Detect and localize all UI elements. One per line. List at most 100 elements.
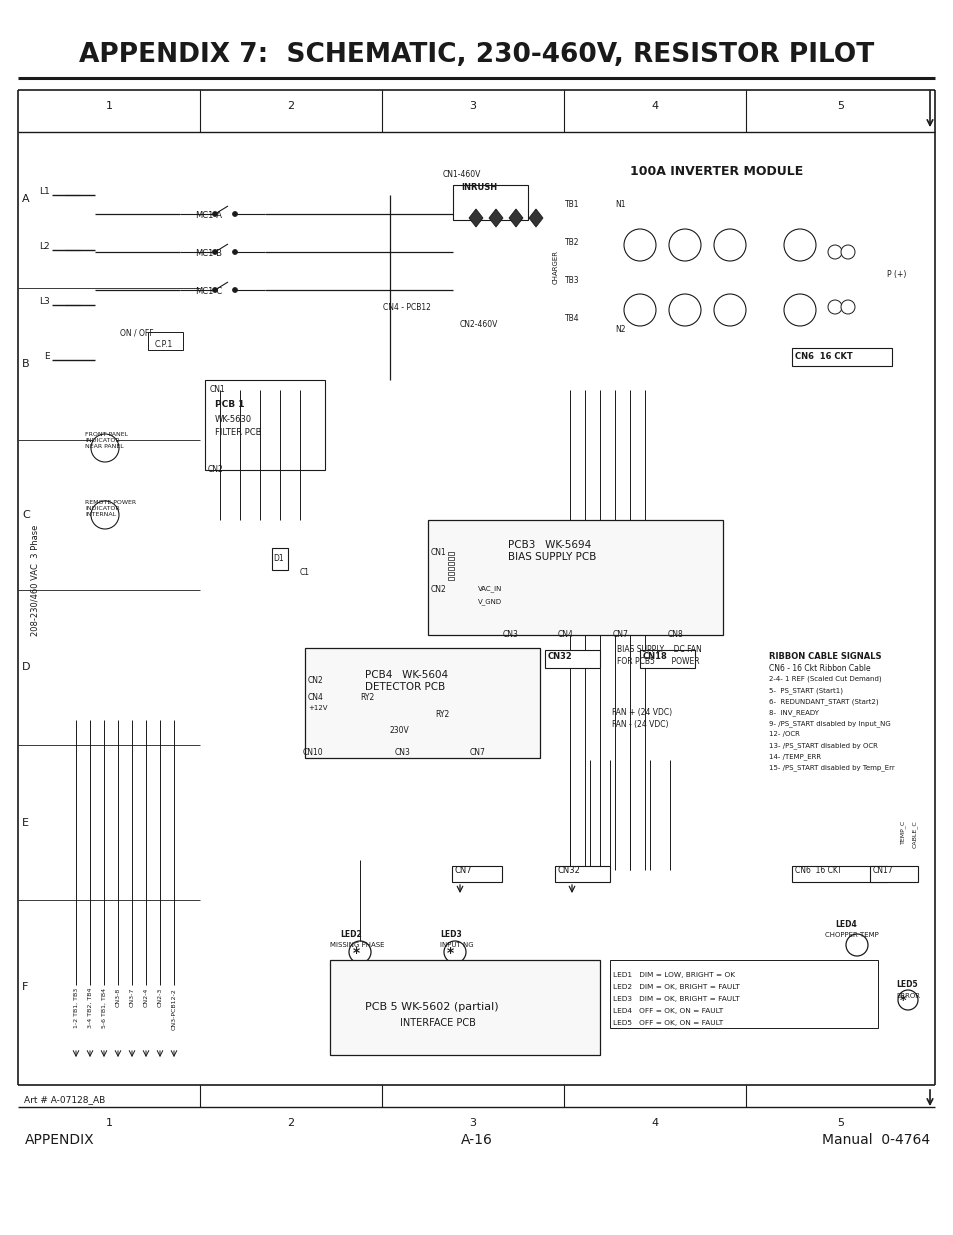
Text: 9- /PS_START disabled by Input_NG: 9- /PS_START disabled by Input_NG — [768, 720, 890, 726]
Text: LED4: LED4 — [834, 920, 856, 929]
Text: B: B — [22, 359, 30, 369]
Text: BIAS SUPPLY    DC FAN: BIAS SUPPLY DC FAN — [617, 645, 701, 655]
Text: PCB3   WK-5694
BIAS SUPPLY PCB: PCB3 WK-5694 BIAS SUPPLY PCB — [507, 540, 596, 562]
Text: 4: 4 — [651, 1118, 658, 1128]
Bar — [448, 567, 454, 571]
Text: INRUSH: INRUSH — [460, 183, 497, 191]
Text: L3: L3 — [39, 296, 50, 306]
Text: CN3-8: CN3-8 — [115, 988, 120, 1008]
Bar — [555, 866, 609, 882]
Circle shape — [827, 300, 841, 314]
Text: CN18: CN18 — [642, 652, 667, 661]
Circle shape — [668, 228, 700, 261]
Text: CN3: CN3 — [502, 630, 518, 638]
Bar — [148, 332, 183, 350]
Bar — [272, 548, 288, 571]
Circle shape — [841, 245, 854, 259]
Text: PCB4   WK-5604
DETECTOR PCB: PCB4 WK-5604 DETECTOR PCB — [365, 671, 448, 692]
Text: FRONT PANEL
INDICATOR
NEAR PANEL: FRONT PANEL INDICATOR NEAR PANEL — [85, 432, 128, 448]
Text: *: * — [447, 946, 454, 960]
Text: CN3: CN3 — [395, 748, 411, 757]
Text: 2: 2 — [287, 101, 294, 111]
Bar — [428, 520, 722, 635]
Text: CN2: CN2 — [431, 585, 446, 594]
Text: REMOTE POWER
INDICATOR
INTERNAL: REMOTE POWER INDICATOR INTERNAL — [85, 500, 136, 516]
Text: CN32: CN32 — [547, 652, 572, 661]
Text: PCB 1: PCB 1 — [214, 400, 244, 409]
Text: C: C — [22, 510, 30, 520]
Circle shape — [668, 294, 700, 326]
Text: CN32: CN32 — [558, 866, 580, 876]
Text: 1-2 TB1, TB3: 1-2 TB1, TB3 — [73, 988, 78, 1029]
Bar — [18, 90, 934, 132]
Text: CN2: CN2 — [208, 466, 224, 474]
Text: 2-4- 1 REF (Scaled Cut Demand): 2-4- 1 REF (Scaled Cut Demand) — [768, 676, 881, 683]
Text: P (+): P (+) — [886, 270, 905, 279]
Text: 3-4 TB2, TB4: 3-4 TB2, TB4 — [88, 988, 92, 1029]
Circle shape — [841, 300, 854, 314]
Circle shape — [349, 941, 371, 963]
Bar — [452, 866, 501, 882]
Text: FILTER PCB: FILTER PCB — [214, 429, 261, 437]
Text: *: * — [353, 946, 359, 960]
Text: ON / OFF: ON / OFF — [120, 329, 153, 337]
Text: 4: 4 — [651, 101, 658, 111]
Text: CN3-PCB12-2: CN3-PCB12-2 — [172, 988, 176, 1030]
Polygon shape — [529, 209, 542, 227]
Text: VAC_IN: VAC_IN — [477, 585, 502, 592]
Circle shape — [827, 245, 841, 259]
Text: D1: D1 — [273, 555, 283, 563]
Text: E: E — [22, 818, 29, 827]
Bar — [448, 572, 454, 576]
Text: F: F — [22, 983, 29, 993]
Text: 5: 5 — [836, 1118, 843, 1128]
Bar — [559, 144, 914, 390]
Text: L2: L2 — [39, 242, 50, 251]
Bar — [609, 960, 877, 1028]
Text: MC1-B: MC1-B — [194, 249, 222, 258]
Bar — [791, 348, 891, 366]
Text: WK-5630: WK-5630 — [214, 415, 252, 424]
Bar — [448, 577, 454, 580]
Circle shape — [623, 228, 656, 261]
Text: INPUT NG: INPUT NG — [439, 942, 473, 948]
Bar — [448, 562, 454, 564]
Text: MC1-A: MC1-A — [194, 211, 222, 220]
Text: MISSING PHASE: MISSING PHASE — [330, 942, 384, 948]
Text: CN8: CN8 — [667, 630, 683, 638]
Text: CN4: CN4 — [558, 630, 574, 638]
Bar — [305, 648, 539, 758]
Text: *: * — [899, 994, 905, 1007]
Text: 1: 1 — [106, 101, 112, 111]
Text: N1: N1 — [615, 200, 625, 209]
Circle shape — [443, 941, 465, 963]
Text: TB3: TB3 — [564, 275, 579, 285]
Circle shape — [91, 433, 119, 462]
Text: LED2: LED2 — [339, 930, 361, 939]
Text: RIBBON CABLE SIGNALS: RIBBON CABLE SIGNALS — [768, 652, 881, 661]
Text: 230V: 230V — [390, 726, 410, 735]
Text: LED5: LED5 — [895, 981, 917, 989]
Text: Art # A-07128_AB: Art # A-07128_AB — [24, 1095, 105, 1104]
Polygon shape — [509, 209, 522, 227]
Text: 2: 2 — [287, 1118, 294, 1128]
Text: V_GND: V_GND — [477, 598, 501, 605]
Text: RY2: RY2 — [435, 710, 449, 719]
Text: TB1: TB1 — [564, 200, 578, 209]
Circle shape — [233, 288, 237, 293]
Text: INTERFACE PCB: INTERFACE PCB — [399, 1018, 476, 1028]
Text: CN1: CN1 — [210, 385, 226, 394]
Text: Manual  0-4764: Manual 0-4764 — [821, 1132, 929, 1147]
Bar — [453, 185, 527, 220]
Text: CN2-3: CN2-3 — [157, 988, 162, 1008]
Text: CN1: CN1 — [431, 548, 446, 557]
Text: LED1   DIM = LOW, BRIGHT = OK: LED1 DIM = LOW, BRIGHT = OK — [613, 972, 735, 978]
Text: C.P.1: C.P.1 — [154, 340, 173, 350]
Bar — [869, 866, 917, 882]
Text: 14- /TEMP_ERR: 14- /TEMP_ERR — [768, 753, 821, 760]
Text: CN7: CN7 — [613, 630, 628, 638]
Text: ERROR: ERROR — [895, 993, 919, 999]
Text: 100A INVERTER MODULE: 100A INVERTER MODULE — [629, 165, 802, 178]
Text: APPENDIX: APPENDIX — [25, 1132, 94, 1147]
Text: C1: C1 — [299, 568, 310, 577]
